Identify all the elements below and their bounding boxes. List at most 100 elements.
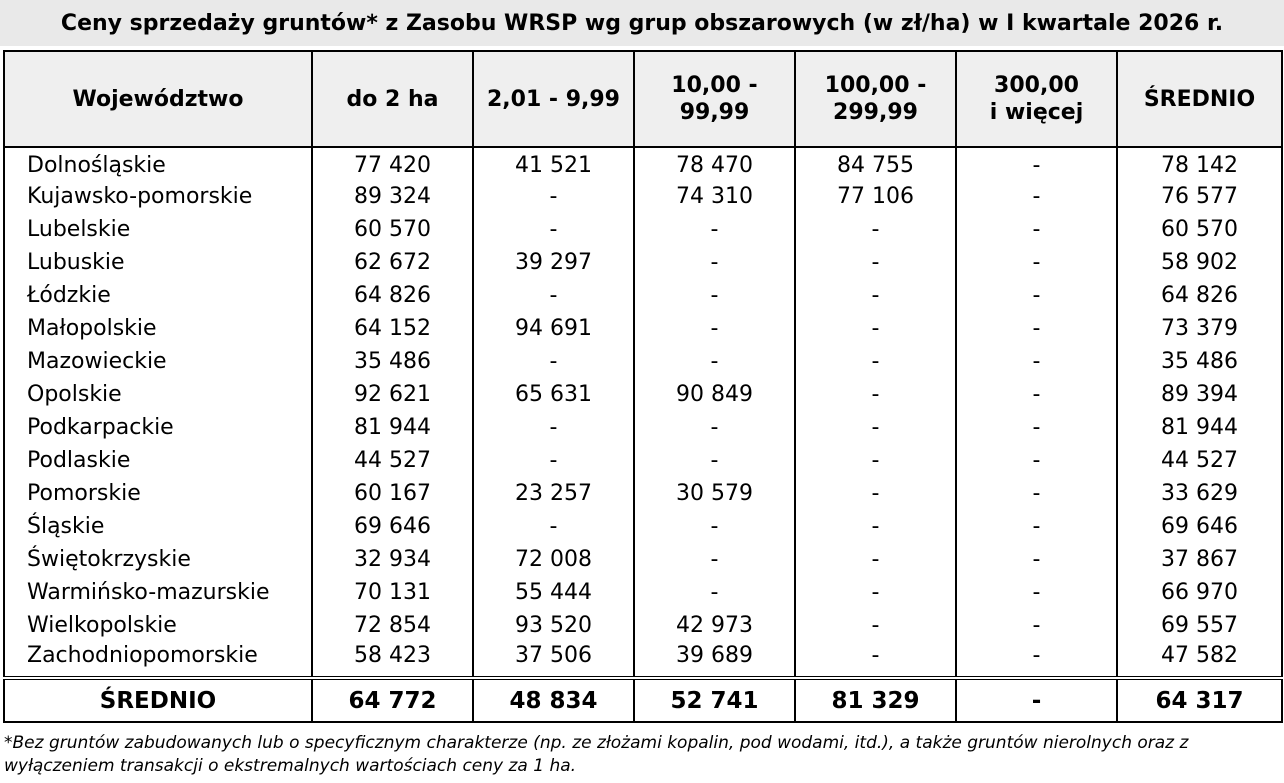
cell-10-100-ha: -: [633, 312, 796, 345]
cell-100-300-ha: -: [794, 543, 957, 576]
cell-100-300-ha: -: [794, 378, 957, 411]
cell-srednio: 33 629: [1116, 477, 1283, 510]
header-10-100-ha: 10,00 - 99,99: [633, 50, 796, 148]
cell-2-10-ha: -: [472, 510, 635, 543]
cell-do-2-ha: 72 854: [311, 609, 474, 642]
cell-wojewodztwo: Dolnośląskie: [3, 147, 313, 180]
cell-300-plus-ha: -: [955, 246, 1118, 279]
cell-srednio: 78 142: [1116, 147, 1283, 180]
table-row: Dolnośląskie 77 420 41 521 78 470 84 755-78 …: [3, 147, 1283, 180]
footnote: *Bez gruntów zabudowanych lub o specyfic…: [4, 733, 1189, 776]
page-title: Ceny sprzedaży gruntów* z Zasobu WRSP wg…: [0, 0, 1284, 46]
cell-100-300-ha: 77 106: [794, 180, 957, 213]
table-row: Lubelskie 60 570- - - -60 570: [3, 213, 1283, 246]
cell-10-100-ha: 30 579: [633, 477, 796, 510]
header-100-300-line1: 100,00 -: [824, 73, 927, 98]
cell-do-2-ha: 92 621: [311, 378, 474, 411]
cell-wojewodztwo: Warmińsko-mazurskie: [3, 576, 313, 609]
table-row: Mazowieckie 35 486- - - -35 486: [3, 345, 1283, 378]
total-10-100-ha: 52 741: [633, 676, 796, 723]
cell-300-plus-ha: -: [955, 576, 1118, 609]
cell-srednio: 60 570: [1116, 213, 1283, 246]
cell-wojewodztwo: Kujawsko-pomorskie: [3, 180, 313, 213]
cell-srednio: 44 527: [1116, 444, 1283, 477]
cell-300-plus-ha: -: [955, 180, 1118, 213]
total-100-300-ha: 81 329: [794, 676, 957, 723]
cell-wojewodztwo: Małopolskie: [3, 312, 313, 345]
total-2-10-ha: 48 834: [472, 676, 635, 723]
cell-100-300-ha: -: [794, 312, 957, 345]
cell-100-300-ha: -: [794, 213, 957, 246]
cell-10-100-ha: 74 310: [633, 180, 796, 213]
cell-300-plus-ha: -: [955, 411, 1118, 444]
total-300-plus-ha: -: [955, 676, 1118, 723]
cell-srednio: 69 646: [1116, 510, 1283, 543]
cell-100-300-ha: -: [794, 345, 957, 378]
table-row: Świętokrzyskie 32 934 72 008- - -37 867: [3, 543, 1283, 576]
cell-300-plus-ha: -: [955, 345, 1118, 378]
table-row: Podkarpackie 81 944- - - -81 944: [3, 411, 1283, 444]
cell-2-10-ha: 41 521: [472, 147, 635, 180]
cell-srednio: 37 867: [1116, 543, 1283, 576]
cell-300-plus-ha: -: [955, 378, 1118, 411]
table-row: Podlaskie 44 527- - - -44 527: [3, 444, 1283, 477]
table-body: Dolnośląskie 77 420 41 521 78 470 84 755-78 …: [3, 147, 1283, 679]
cell-do-2-ha: 35 486: [311, 345, 474, 378]
cell-wojewodztwo: Łódzkie: [3, 279, 313, 312]
cell-do-2-ha: 58 423: [311, 642, 474, 679]
cell-10-100-ha: 39 689: [633, 642, 796, 679]
cell-10-100-ha: 42 973: [633, 609, 796, 642]
cell-srednio: 64 826: [1116, 279, 1283, 312]
cell-300-plus-ha: -: [955, 147, 1118, 180]
cell-do-2-ha: 64 152: [311, 312, 474, 345]
header-2-10-ha: 2,01 - 9,99: [472, 50, 635, 148]
cell-300-plus-ha: -: [955, 444, 1118, 477]
cell-wojewodztwo: Podkarpackie: [3, 411, 313, 444]
cell-100-300-ha: -: [794, 279, 957, 312]
cell-do-2-ha: 32 934: [311, 543, 474, 576]
cell-10-100-ha: -: [633, 510, 796, 543]
cell-wojewodztwo: Opolskie: [3, 378, 313, 411]
total-label: ŚREDNIO: [3, 676, 313, 723]
cell-do-2-ha: 89 324: [311, 180, 474, 213]
header-300-plus-ha: 300,00 i więcej: [955, 50, 1118, 148]
cell-do-2-ha: 70 131: [311, 576, 474, 609]
cell-do-2-ha: 60 167: [311, 477, 474, 510]
cell-srednio: 81 944: [1116, 411, 1283, 444]
cell-100-300-ha: -: [794, 411, 957, 444]
cell-100-300-ha: -: [794, 642, 957, 679]
cell-2-10-ha: 65 631: [472, 378, 635, 411]
cell-300-plus-ha: -: [955, 312, 1118, 345]
cell-srednio: 69 557: [1116, 609, 1283, 642]
cell-2-10-ha: 55 444: [472, 576, 635, 609]
cell-srednio: 58 902: [1116, 246, 1283, 279]
cell-do-2-ha: 44 527: [311, 444, 474, 477]
cell-2-10-ha: -: [472, 213, 635, 246]
cell-10-100-ha: -: [633, 444, 796, 477]
cell-300-plus-ha: -: [955, 609, 1118, 642]
cell-do-2-ha: 77 420: [311, 147, 474, 180]
table-footer: ŚREDNIO 64 772 48 834 52 741 81 329 - 64…: [3, 676, 1283, 723]
cell-do-2-ha: 69 646: [311, 510, 474, 543]
cell-2-10-ha: -: [472, 279, 635, 312]
cell-2-10-ha: 93 520: [472, 609, 635, 642]
total-srednio: 64 317: [1116, 676, 1283, 723]
cell-2-10-ha: 23 257: [472, 477, 635, 510]
table-header: Województwo do 2 ha 2,01 - 9,99 10,00 - …: [3, 50, 1283, 148]
cell-wojewodztwo: Lubuskie: [3, 246, 313, 279]
cell-10-100-ha: -: [633, 576, 796, 609]
header-srednio: ŚREDNIO: [1116, 50, 1283, 148]
header-do-2-ha: do 2 ha: [311, 50, 474, 148]
cell-2-10-ha: -: [472, 180, 635, 213]
table-row: Małopolskie 64 152 94 691- - -73 379: [3, 312, 1283, 345]
cell-srednio: 73 379: [1116, 312, 1283, 345]
cell-300-plus-ha: -: [955, 213, 1118, 246]
table-row: Śląskie 69 646- - - -69 646: [3, 510, 1283, 543]
cell-wojewodztwo: Pomorskie: [3, 477, 313, 510]
cell-wojewodztwo: Zachodniopomorskie: [3, 642, 313, 679]
cell-10-100-ha: 90 849: [633, 378, 796, 411]
cell-wojewodztwo: Mazowieckie: [3, 345, 313, 378]
table-row: Warmińsko-mazurskie 70 131 55 444- - -66 970: [3, 576, 1283, 609]
cell-100-300-ha: 84 755: [794, 147, 957, 180]
